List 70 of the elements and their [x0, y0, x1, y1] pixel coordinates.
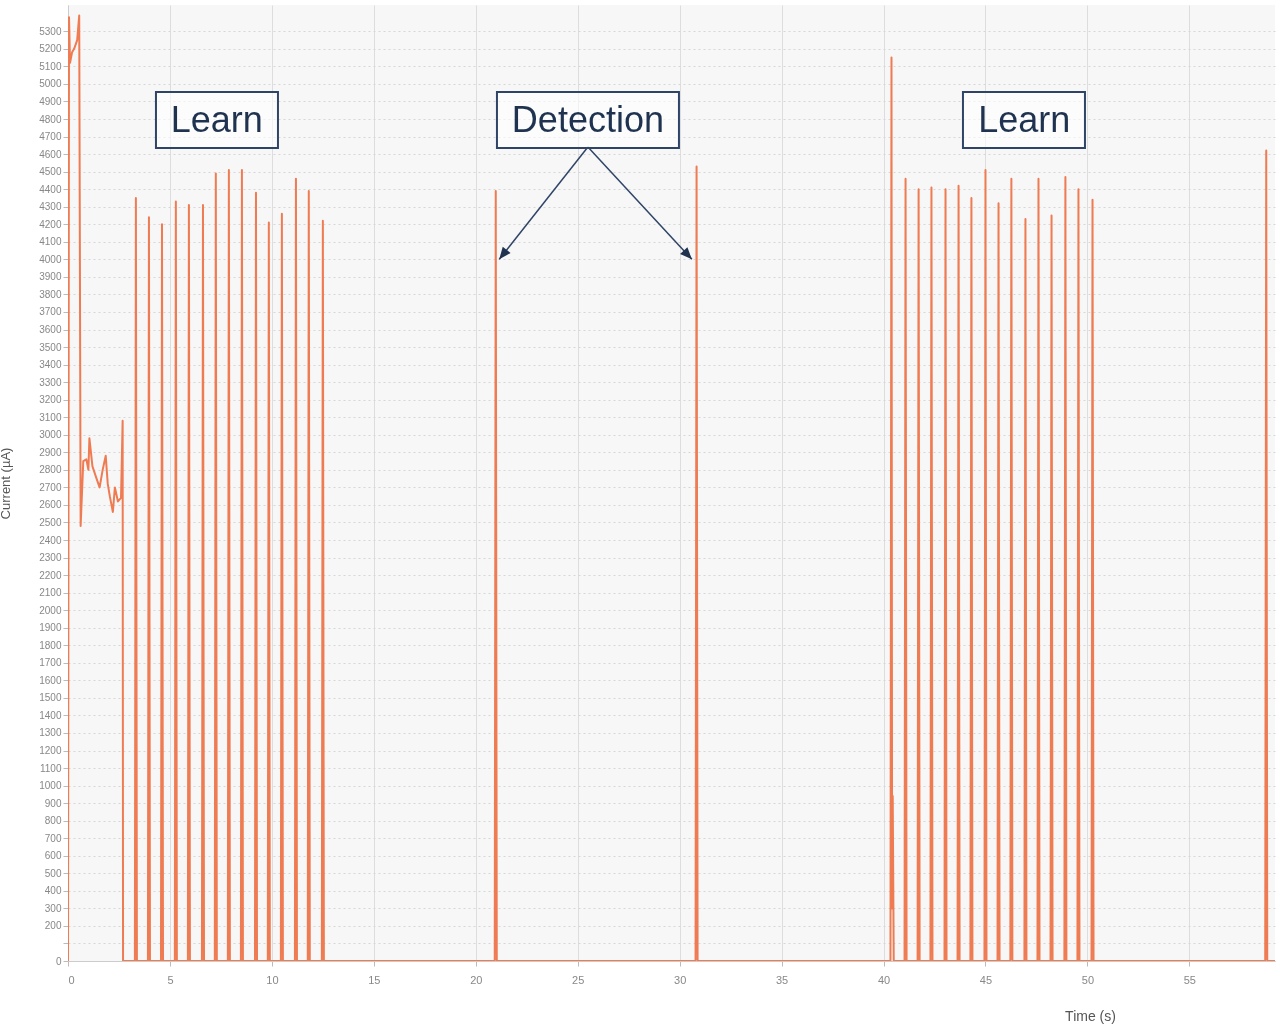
x-tick-label: 50	[1081, 973, 1095, 986]
y-tick-label: 3500	[39, 341, 62, 353]
y-tick-label: 3700	[39, 306, 62, 318]
annotation: Learn	[154, 90, 279, 149]
x-axis-title: Time (s)	[1065, 1007, 1116, 1024]
y-tick-label: 600	[44, 850, 62, 862]
y-tick-label: 1200	[39, 745, 62, 756]
y-tick-label: 1700	[39, 657, 62, 669]
x-tick-label: 10	[266, 973, 279, 986]
y-tick-label: 2400	[39, 534, 62, 546]
y-tick-label: 1500	[39, 692, 62, 704]
y-tick-label: 1000	[39, 780, 62, 792]
y-tick-label: 0	[55, 955, 62, 967]
y-axis-title: Current (µA)	[0, 447, 13, 520]
y-tick-label: 4200	[39, 218, 62, 230]
y-tick-label: 1800	[39, 639, 62, 651]
y-tick-label: 4100	[39, 236, 62, 248]
y-tick-label: 800	[44, 815, 62, 827]
y-tick-label: 500	[44, 867, 62, 879]
x-tick-label: 55	[1183, 973, 1196, 986]
y-tick-label: 5300	[39, 25, 62, 37]
y-tick-label: 4400	[39, 183, 62, 195]
y-tick-label: 2600	[39, 499, 62, 511]
y-tick-label: 4500	[39, 166, 62, 178]
y-tick-label: 4300	[39, 201, 62, 213]
y-tick-label: 2200	[39, 569, 62, 581]
x-tick-label: 35	[775, 973, 789, 986]
y-tick-label: 5000	[39, 78, 62, 90]
y-tick-label: 4000	[39, 253, 62, 265]
y-tick-label: 300	[44, 902, 62, 914]
y-tick-label: 3100	[39, 411, 62, 423]
x-tick-label: 25	[572, 973, 585, 986]
y-tick-label: 1900	[39, 622, 62, 634]
x-tick-label: 5	[167, 973, 174, 986]
x-tick-label: 20	[470, 973, 483, 986]
y-tick-label: 5200	[39, 43, 62, 55]
y-tick-label: 1400	[39, 709, 62, 721]
y-tick-label: 4900	[39, 95, 62, 107]
x-tick-label: 45	[979, 973, 993, 986]
x-tick-label: 30	[674, 973, 687, 986]
y-tick-label: 5100	[39, 60, 62, 72]
y-tick-label: 200	[44, 920, 62, 932]
y-tick-label: 4800	[39, 113, 62, 125]
y-tick-label: 2100	[39, 587, 62, 599]
y-tick-label: 4600	[39, 148, 62, 160]
y-tick-label: 2300	[39, 552, 62, 564]
y-tick-label: 2700	[39, 481, 62, 493]
annotation: Detection	[495, 90, 680, 149]
y-tick-label: 400	[44, 885, 62, 897]
y-tick-label: 3300	[39, 376, 62, 388]
y-tick-label: 1300	[39, 727, 62, 739]
y-tick-label: 1600	[39, 674, 62, 686]
x-tick-label: 0	[68, 973, 75, 986]
y-tick-label: 3200	[39, 394, 62, 406]
annotation: Learn	[962, 90, 1087, 149]
y-tick-label: 3400	[39, 359, 62, 371]
y-tick-label: 2800	[39, 464, 62, 476]
y-tick-label: 2000	[39, 604, 62, 616]
y-tick-label: 900	[44, 797, 62, 809]
x-tick-label: 40	[877, 973, 891, 986]
y-tick-label: 3000	[39, 429, 62, 441]
y-tick-label: 3900	[39, 271, 62, 283]
y-tick-label: 2500	[39, 516, 62, 528]
y-tick-label: 4700	[39, 131, 62, 143]
y-tick-label: 3600	[39, 324, 62, 336]
x-tick-label: 15	[368, 973, 381, 986]
y-tick-label: 700	[44, 832, 62, 844]
y-tick-label: 3800	[39, 288, 62, 300]
y-tick-label: 2900	[39, 446, 62, 458]
y-tick-label: 1100	[39, 762, 62, 774]
